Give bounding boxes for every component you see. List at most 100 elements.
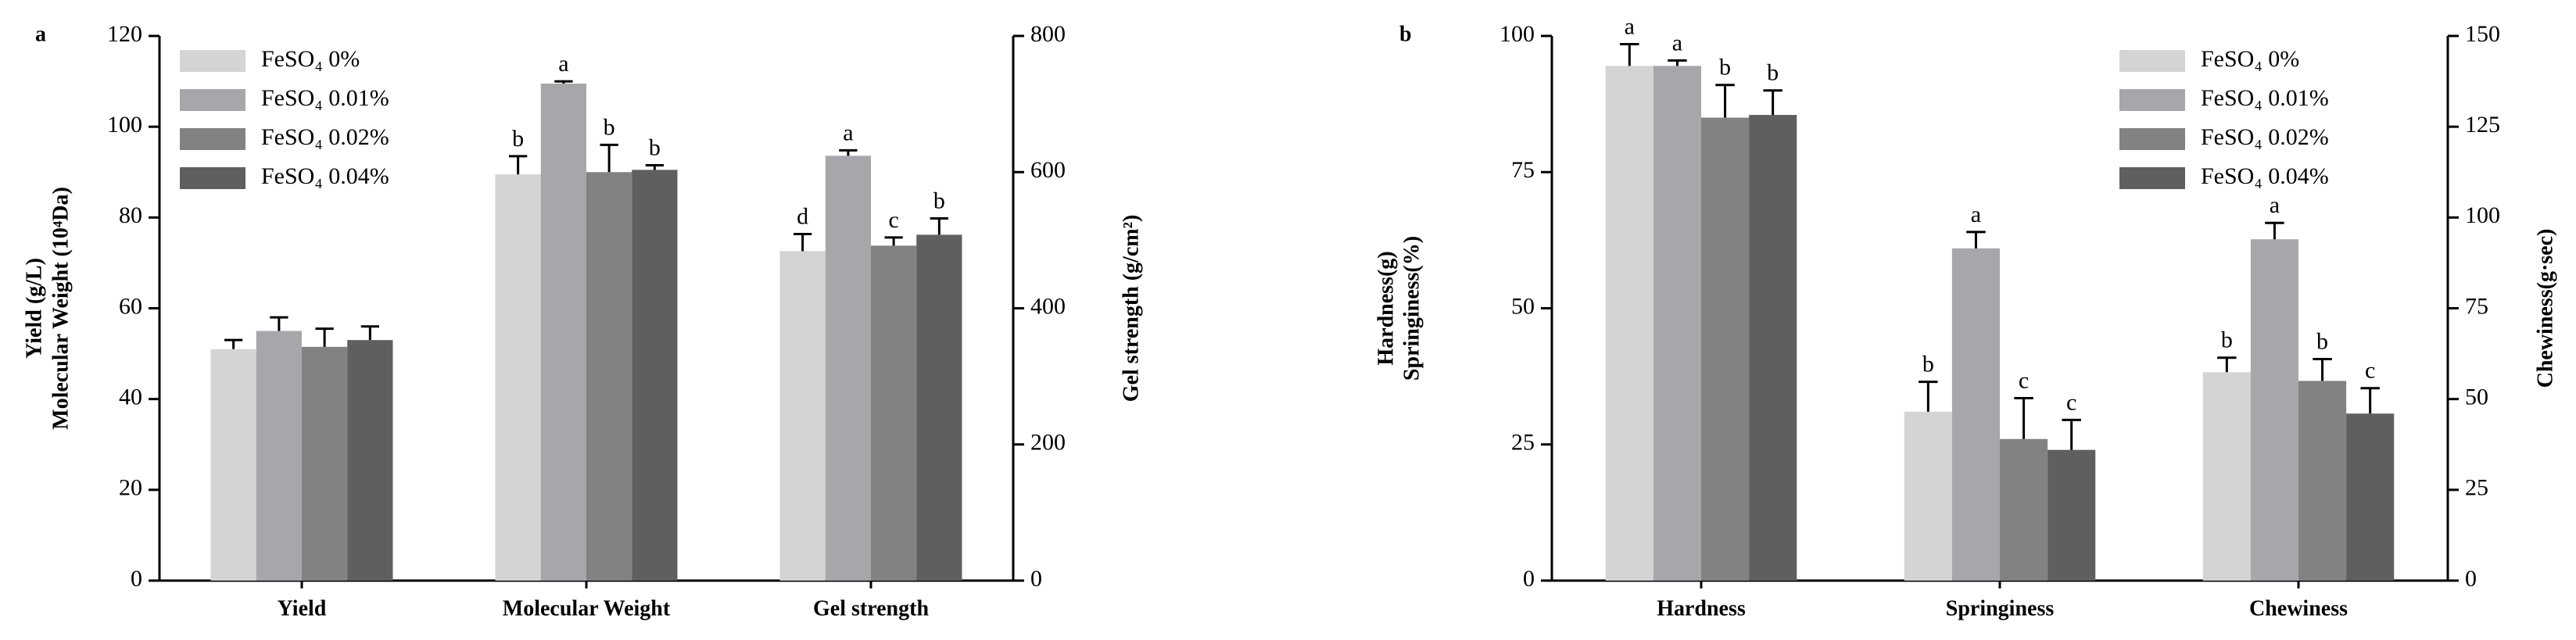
significance-label: c [2066, 389, 2076, 415]
legend-swatch [180, 89, 245, 111]
y-tick-label: 0 [1523, 566, 1535, 592]
bar [1653, 66, 1701, 581]
legend-label: FeSO₄ 0% [261, 46, 360, 72]
y-tick-label: 40 [119, 384, 142, 410]
legend-label: FeSO₄ 0.02% [261, 124, 389, 150]
legend-swatch [180, 167, 245, 189]
significance-label: c [2019, 367, 2029, 393]
y-tick-label: 25 [1511, 430, 1535, 456]
error-bar [1620, 42, 1639, 66]
error-bar [2265, 221, 2284, 240]
legend-swatch [2119, 50, 2185, 72]
error-bar [224, 338, 243, 349]
bar [2250, 239, 2298, 581]
y-tick-label: 80 [119, 202, 142, 228]
significance-label: a [843, 120, 853, 145]
significance-label: a [1672, 30, 1682, 55]
significance-label: b [1922, 351, 1934, 377]
error-bar [2360, 387, 2380, 414]
y-tick-label: 100 [1499, 21, 1535, 47]
panel-label: a [35, 22, 46, 46]
y2-tick-label: 50 [2465, 384, 2488, 410]
y-axis-title: Molecular Weight (10⁴Da) [48, 187, 73, 430]
y2-tick-label: 600 [1030, 157, 1066, 183]
y-axis-title: Hardness(g) [1374, 251, 1398, 365]
error-bar [270, 316, 288, 331]
legend-swatch [2119, 89, 2185, 111]
y-tick-label: 60 [119, 293, 142, 319]
y2-axis-title: Chewiness(g·sec) [2533, 229, 2557, 388]
bar [2202, 372, 2251, 581]
significance-label: b [649, 134, 661, 160]
legend-label: FeSO₄ 0% [2201, 46, 2299, 72]
significance-label: c [2365, 358, 2375, 384]
y-tick-label: 75 [1511, 157, 1535, 183]
bar [825, 156, 871, 581]
legend-label: FeSO₄ 0.01% [2201, 85, 2329, 111]
legend-swatch [180, 128, 245, 150]
x-tick-label: Chewiness [2249, 596, 2348, 620]
panel-label: b [1399, 22, 1412, 46]
bar [2298, 381, 2347, 581]
x-tick-label: Yield [278, 596, 327, 620]
error-bar [1715, 84, 1735, 118]
legend-swatch [180, 50, 245, 72]
bar [871, 245, 917, 581]
y-axis-title: Springiness(%) [1399, 236, 1424, 381]
y2-tick-label: 0 [2465, 566, 2477, 592]
y2-tick-label: 0 [1030, 566, 1042, 592]
bar [2000, 438, 2048, 581]
bar [1749, 115, 1797, 581]
y2-tick-label: 100 [2465, 202, 2500, 228]
bar [540, 83, 586, 581]
error-bar [1966, 231, 1986, 248]
bar [586, 172, 632, 581]
error-bar [2062, 418, 2081, 450]
x-tick-label: Gel strength [813, 596, 929, 620]
y-tick-label: 50 [1511, 293, 1535, 319]
significance-label: b [1767, 60, 1779, 86]
error-bar [1668, 59, 1687, 66]
legend-label: FeSO₄ 0.01% [261, 85, 389, 111]
y2-tick-label: 800 [1030, 21, 1066, 47]
bar [210, 349, 256, 581]
error-bar [508, 155, 528, 175]
significance-label: d [797, 203, 808, 229]
bar [495, 174, 541, 581]
x-tick-label: Molecular Weight [503, 596, 671, 620]
y2-tick-label: 125 [2465, 112, 2500, 138]
bar [256, 331, 302, 581]
significance-label: a [1625, 13, 1635, 39]
bar [1951, 248, 2000, 581]
error-bar [930, 216, 949, 235]
error-bar [2313, 358, 2332, 381]
error-bar [2217, 356, 2237, 373]
y2-tick-label: 150 [2465, 21, 2500, 47]
significance-label: b [512, 126, 524, 152]
significance-label: a [2270, 192, 2280, 218]
x-tick-label: Hardness [1657, 596, 1746, 620]
error-bar [600, 143, 618, 173]
error-bar [839, 148, 858, 156]
bar [1605, 66, 1653, 581]
legend-swatch [2119, 167, 2185, 189]
bar [916, 234, 962, 581]
bar [779, 251, 826, 581]
error-bar [315, 327, 334, 347]
y2-axis-title: Gel strength (g/cm²) [1119, 215, 1143, 402]
legend-label: FeSO₄ 0.04% [2201, 163, 2329, 189]
error-bar [2014, 397, 2033, 439]
significance-label: b [933, 188, 945, 213]
bar [302, 346, 348, 581]
bar [1701, 117, 1750, 581]
significance-label: c [888, 207, 898, 233]
bar [347, 340, 393, 581]
y-tick-label: 120 [107, 21, 142, 47]
error-bar [1763, 89, 1782, 116]
legend-label: FeSO₄ 0.02% [2201, 124, 2329, 150]
significance-label: a [1971, 202, 1981, 227]
error-bar [793, 233, 812, 252]
y2-tick-label: 25 [2465, 475, 2488, 501]
y-axis-title: Yield (g/L) [22, 258, 46, 359]
